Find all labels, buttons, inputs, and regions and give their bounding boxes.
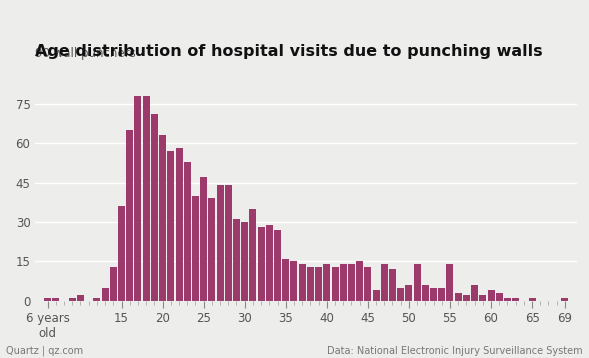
- Bar: [488, 290, 495, 301]
- Bar: [512, 298, 519, 301]
- Bar: [94, 298, 100, 301]
- Bar: [249, 209, 256, 301]
- Bar: [348, 264, 355, 301]
- Bar: [315, 267, 322, 301]
- Bar: [405, 285, 412, 301]
- Bar: [430, 287, 437, 301]
- Bar: [274, 230, 281, 301]
- Text: Quartz | qz.com: Quartz | qz.com: [6, 346, 83, 356]
- Bar: [225, 185, 231, 301]
- Bar: [282, 259, 289, 301]
- Bar: [496, 293, 503, 301]
- Bar: [151, 114, 158, 301]
- Bar: [159, 135, 166, 301]
- Bar: [455, 293, 462, 301]
- Bar: [77, 295, 84, 301]
- Bar: [167, 151, 174, 301]
- Bar: [422, 285, 429, 301]
- Bar: [143, 96, 150, 301]
- Bar: [356, 261, 363, 301]
- Bar: [504, 298, 511, 301]
- Bar: [381, 264, 388, 301]
- Text: 90 wall punchers: 90 wall punchers: [35, 47, 136, 60]
- Bar: [307, 267, 314, 301]
- Bar: [52, 298, 59, 301]
- Bar: [340, 264, 347, 301]
- Bar: [479, 295, 487, 301]
- Bar: [365, 267, 371, 301]
- Bar: [209, 198, 216, 301]
- Bar: [200, 177, 207, 301]
- Text: Age distribution of hospital visits due to punching walls: Age distribution of hospital visits due …: [35, 44, 543, 59]
- Bar: [192, 196, 199, 301]
- Bar: [373, 290, 379, 301]
- Bar: [332, 267, 339, 301]
- Bar: [257, 227, 264, 301]
- Bar: [134, 96, 141, 301]
- Bar: [241, 222, 248, 301]
- Bar: [397, 287, 404, 301]
- Bar: [463, 295, 470, 301]
- Text: Data: National Electronic Injury Surveillance System: Data: National Electronic Injury Surveil…: [327, 346, 583, 356]
- Bar: [266, 224, 273, 301]
- Bar: [69, 298, 76, 301]
- Bar: [471, 285, 478, 301]
- Bar: [438, 287, 445, 301]
- Bar: [217, 185, 224, 301]
- Bar: [446, 264, 454, 301]
- Bar: [413, 264, 421, 301]
- Bar: [233, 219, 240, 301]
- Bar: [44, 298, 51, 301]
- Bar: [126, 130, 133, 301]
- Bar: [290, 261, 297, 301]
- Bar: [389, 269, 396, 301]
- Bar: [102, 287, 108, 301]
- Bar: [299, 264, 306, 301]
- Bar: [561, 298, 568, 301]
- Bar: [110, 267, 117, 301]
- Bar: [118, 206, 125, 301]
- Bar: [184, 161, 191, 301]
- Bar: [528, 298, 535, 301]
- Bar: [323, 264, 330, 301]
- Bar: [176, 149, 183, 301]
